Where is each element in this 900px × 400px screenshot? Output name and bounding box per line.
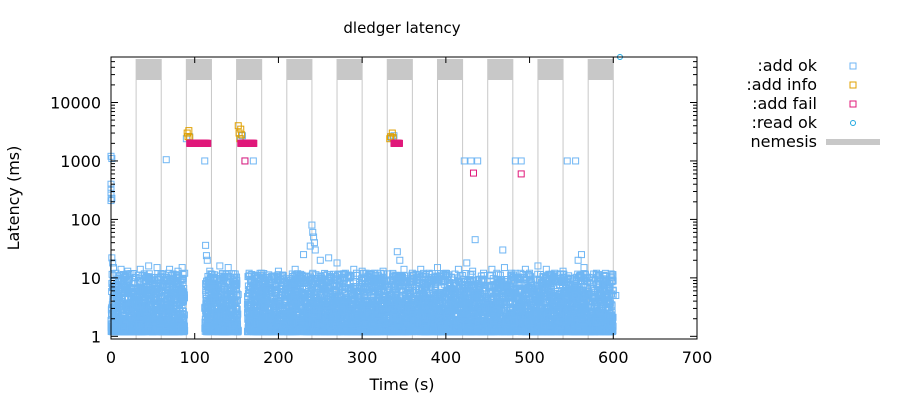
data-point xyxy=(233,314,241,322)
data-point xyxy=(210,288,218,296)
data-point xyxy=(176,277,184,285)
data-point xyxy=(122,277,130,285)
data-point xyxy=(230,277,238,285)
data-point xyxy=(209,277,217,285)
data-point xyxy=(227,307,235,315)
data-point xyxy=(136,300,144,308)
data-point xyxy=(179,287,187,295)
series-layer xyxy=(107,54,623,336)
data-point xyxy=(218,298,226,306)
data-point xyxy=(203,310,211,318)
nemesis-band xyxy=(487,59,513,80)
data-point xyxy=(205,281,213,289)
data-point xyxy=(219,319,227,327)
data-point xyxy=(231,318,239,326)
data-point xyxy=(228,298,236,306)
data-point xyxy=(218,275,226,283)
data-point xyxy=(167,301,175,309)
data-point xyxy=(119,323,127,331)
data-point xyxy=(211,312,219,320)
data-point xyxy=(164,314,172,322)
data-point xyxy=(205,289,213,297)
data-point xyxy=(223,307,231,315)
data-point xyxy=(226,326,234,334)
series-0 xyxy=(107,132,620,336)
data-point xyxy=(228,291,236,299)
data-point xyxy=(144,315,152,323)
data-point xyxy=(113,311,121,319)
data-point xyxy=(147,307,155,315)
data-point xyxy=(155,327,163,335)
data-point xyxy=(145,273,153,281)
data-point xyxy=(143,301,151,309)
data-point xyxy=(145,326,153,334)
data-point xyxy=(211,295,219,303)
data-point xyxy=(140,271,148,279)
data-point xyxy=(228,299,236,307)
data-point xyxy=(203,301,211,309)
data-point xyxy=(161,292,169,300)
data-point xyxy=(218,270,226,278)
data-point xyxy=(207,299,215,307)
data-point xyxy=(150,294,158,302)
data-point xyxy=(118,298,126,306)
data-point xyxy=(178,324,186,332)
data-point xyxy=(160,301,168,309)
data-point xyxy=(124,282,132,290)
nemesis-band xyxy=(136,59,162,80)
data-point xyxy=(162,328,170,336)
data-point xyxy=(111,324,119,332)
data-point xyxy=(203,328,211,336)
nemesis-band xyxy=(337,59,363,80)
nemesis-band xyxy=(236,59,262,80)
data-point xyxy=(114,282,122,290)
data-point xyxy=(148,302,156,310)
data-point xyxy=(166,323,174,331)
data-point xyxy=(175,291,183,299)
data-point xyxy=(156,283,164,291)
data-point xyxy=(222,328,230,336)
data-point xyxy=(126,283,134,291)
data-point xyxy=(165,269,173,277)
data-point xyxy=(214,326,222,334)
data-point xyxy=(170,288,178,296)
nemesis-band xyxy=(186,59,212,80)
data-point xyxy=(156,320,164,328)
data-point xyxy=(170,323,178,331)
data-point xyxy=(231,270,239,278)
data-point xyxy=(162,316,170,324)
data-point xyxy=(224,315,232,323)
data-point xyxy=(119,328,127,336)
data-point xyxy=(163,302,171,310)
data-point xyxy=(146,314,154,322)
data-point xyxy=(108,270,116,278)
data-point xyxy=(111,318,119,326)
data-point xyxy=(133,286,141,294)
data-point xyxy=(117,305,125,313)
data-point xyxy=(179,310,187,318)
nemesis-band xyxy=(286,59,312,80)
data-point xyxy=(111,328,119,336)
nemesis-band xyxy=(588,59,614,80)
data-point xyxy=(217,303,225,311)
data-point xyxy=(120,288,128,296)
data-point xyxy=(136,320,144,328)
nemesis-band xyxy=(387,59,413,80)
data-point xyxy=(228,327,236,335)
nemesis-band xyxy=(537,59,564,80)
nemesis-band xyxy=(437,59,463,80)
data-point xyxy=(203,315,211,323)
data-point xyxy=(138,282,146,290)
data-point xyxy=(180,314,188,322)
data-point xyxy=(145,290,153,298)
data-point xyxy=(212,304,220,312)
data-point xyxy=(218,291,226,299)
data-point xyxy=(232,286,240,294)
data-point xyxy=(114,297,122,305)
data-point xyxy=(232,309,240,317)
data-point xyxy=(231,279,239,287)
data-point xyxy=(180,288,188,296)
data-point xyxy=(156,276,164,284)
